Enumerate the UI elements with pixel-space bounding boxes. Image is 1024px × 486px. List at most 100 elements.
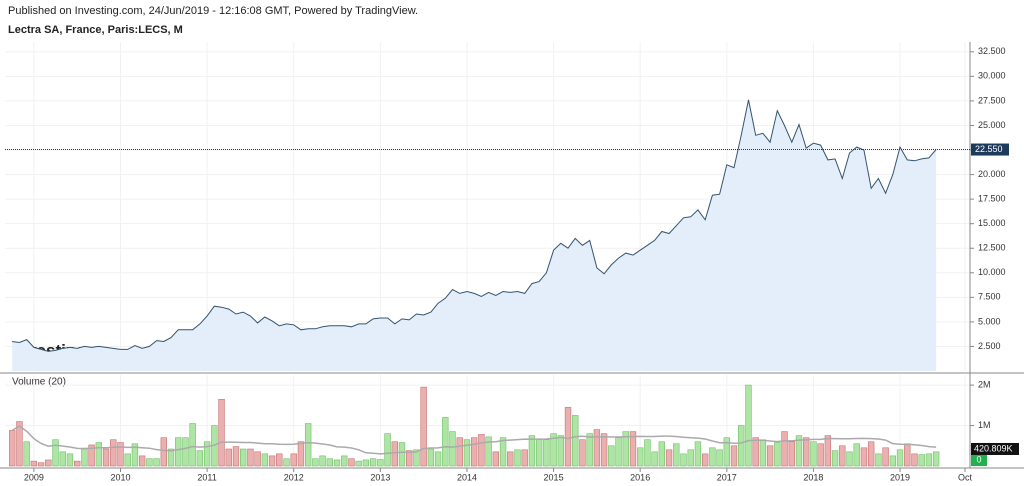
volume-bar [124,453,131,467]
volume-bar [622,431,629,467]
volume-bar [564,407,572,467]
y-tick-label: 15.000 [978,218,1006,228]
volume-bar [232,446,240,467]
volume-bar [160,437,167,467]
price-area [12,99,937,372]
volume-bar [355,460,362,467]
x-tick-label: Oct [958,472,973,482]
volume-bar [297,441,305,467]
volume-bar [572,415,579,467]
volume-bar [774,442,781,467]
volume-bar [333,459,341,467]
volume-bar [247,448,254,467]
volume-bar [254,451,261,467]
x-tick-label: 2019 [890,472,910,482]
volume-bar [766,445,774,467]
x-tick-label: 2017 [717,472,737,482]
y-tick-label: 12.500 [978,243,1006,253]
volume-bar [377,459,384,467]
volume-bar [59,451,66,467]
price-line [12,99,937,352]
volume-bar [283,458,290,467]
volume-bar [687,449,694,467]
volume-bar [88,444,95,467]
y-tick-label: 27.500 [978,95,1006,105]
last-price-label: 22.550 [975,144,1003,154]
y-tick-label: 30.000 [978,71,1006,81]
volume-bar [203,441,211,467]
volume-title: Volume (20) [12,377,66,388]
volume-bar [319,455,326,467]
volume-bar [66,453,74,467]
volume-bar [384,433,391,467]
y-tick-label: 5.000 [978,316,1001,326]
volume-bar [30,460,38,467]
volume-bar [593,429,601,467]
volume-bar [304,423,312,467]
volume-bar [456,437,463,467]
volume-bar [312,458,319,467]
volume-bar [867,441,875,467]
y-tick-label: 25.000 [978,120,1006,130]
ma-box [971,442,1019,455]
x-tick-label: 2015 [544,472,564,482]
volume-bar [716,449,723,467]
y-tick-label: 1M [978,420,991,430]
volume-bar [586,433,593,467]
volume-bar [637,447,644,467]
volume-bar [579,439,586,467]
volume-bar [911,453,918,467]
volume-bar [759,439,767,467]
y-tick-label: 2M [978,379,991,389]
volume-bar [514,449,521,467]
x-tick-label: 2013 [370,472,390,482]
volume-bar [268,455,276,467]
volume-bar [406,450,413,467]
volume-bar [146,458,153,467]
volume-bar [95,442,103,467]
volume-bar [369,458,377,467]
volume-bar [875,453,882,467]
y-tick-label: 10.000 [978,267,1006,277]
volume-bar [102,448,110,467]
volume-bar [449,431,456,467]
last-price-box [971,143,1009,156]
x-tick-label: 2012 [284,472,304,482]
volume-bar [535,439,543,467]
volume-bar [73,460,81,467]
volume-bar [680,453,687,467]
volume-bar [550,433,557,467]
volume-bar [398,442,406,467]
x-tick-label: 2009 [24,472,44,482]
volume-bar [608,445,615,467]
volume-bar [781,431,788,467]
volume-bar [788,441,795,467]
volume-bar [824,435,832,467]
volume-bar [932,451,940,467]
volume-bar [23,441,30,467]
volume-bar [499,437,507,467]
volume-bar [810,441,817,467]
volume-bar [557,435,564,467]
volume-bar [290,453,297,467]
volume-bar [9,430,16,467]
source: Published on Investing.com, 24/Jun/2019 … [8,5,418,17]
volume-bar [803,437,810,467]
volume-bar [507,451,514,467]
volume-bar [427,448,435,467]
y-tick-label: 32.500 [978,46,1006,56]
volume-bar [673,443,680,467]
x-tick-label: 2011 [197,472,216,482]
volume-bar [485,436,492,467]
x-tick-label: 2018 [803,472,823,482]
volume-bar [846,451,853,467]
volume-bar [860,447,868,467]
volume-bar [709,447,716,467]
volume-bar [745,384,752,467]
volume-bar [701,453,709,467]
volume-bar [817,443,824,467]
volume-bar [904,443,911,467]
volume-bar [543,439,550,467]
